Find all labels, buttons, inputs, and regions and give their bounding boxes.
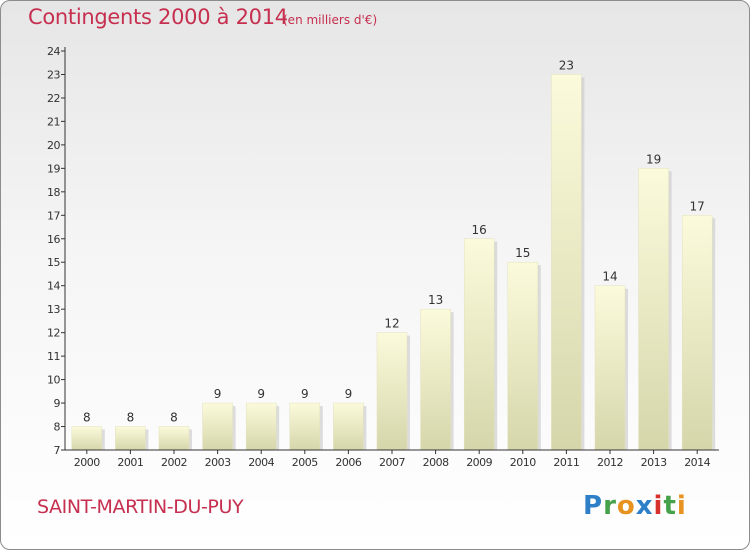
logo-letter: r	[603, 491, 617, 521]
x-tick-label: 2014	[684, 456, 710, 469]
x-tick-label: 2001	[117, 456, 143, 469]
bar-value-label: 8	[83, 411, 91, 425]
bar	[289, 402, 321, 451]
x-tick-label: 2008	[423, 456, 449, 469]
y-tick-label: 9	[54, 397, 61, 410]
y-tick-label: 17	[47, 209, 60, 222]
y-tick-label: 18	[47, 186, 60, 199]
x-tick-label: 2009	[466, 456, 492, 469]
bar-value-label: 9	[257, 387, 265, 401]
x-tick-label: 2002	[161, 456, 187, 469]
y-axis: 7 8 9 10 11 12 13 14 15 16 17 18 19 20 21 22 23 24	[47, 45, 66, 457]
y-tick-label: 20	[47, 139, 60, 152]
y-tick-label: 16	[47, 233, 60, 246]
bar	[71, 426, 103, 451]
bar	[594, 285, 626, 451]
x-tick-label: 2007	[379, 456, 405, 469]
bar-value-label: 8	[170, 411, 178, 425]
x-tick-label: 2011	[553, 456, 579, 469]
y-tick-label: 11	[47, 350, 60, 363]
x-tick-label: 2012	[597, 456, 623, 469]
bar-value-label: 23	[559, 58, 574, 72]
y-tick-label: 15	[47, 256, 60, 269]
bar-value-label: 12	[384, 317, 399, 331]
logo-letter: o	[616, 491, 636, 521]
x-tick-label: 2010	[510, 456, 536, 469]
bar	[158, 426, 190, 451]
x-tick-label: 2000	[74, 456, 100, 469]
bar	[245, 402, 277, 451]
bar-value-label: 16	[472, 223, 487, 237]
bar	[420, 308, 451, 451]
bar-value-label: 15	[515, 246, 530, 260]
bar-value-label: 17	[690, 199, 705, 213]
x-tick-label: 2005	[292, 456, 318, 469]
y-tick-label: 7	[54, 444, 61, 457]
y-tick-label: 21	[47, 115, 60, 128]
bar	[115, 426, 146, 451]
bar-value-label: 9	[214, 387, 222, 401]
bar	[463, 238, 495, 451]
bar-value-label: 13	[428, 293, 443, 307]
y-tick-label: 13	[47, 303, 60, 316]
bar	[333, 402, 364, 451]
logo-letter: i	[653, 491, 664, 521]
logo-letter: P	[583, 491, 604, 521]
x-axis: 2000 2001 2002 2003 2004 2005 2006 2007 2008 2009…	[65, 449, 719, 469]
chart-subtitle: (en milliers d'€)	[283, 13, 378, 27]
y-tick-label: 24	[47, 45, 60, 58]
x-tick-label: 2006	[335, 456, 361, 469]
y-tick-label: 12	[47, 327, 60, 340]
bar-value-label: 9	[345, 387, 353, 401]
bar-value-label: 9	[301, 387, 309, 401]
place-name: SAINT-MARTIN-DU-PUY	[37, 496, 244, 518]
y-tick-label: 23	[47, 68, 60, 81]
bar	[638, 168, 669, 451]
logo-letter: i	[676, 491, 687, 521]
bar-value-label: 19	[646, 152, 661, 166]
bar	[376, 332, 408, 451]
bar-value-label: 14	[602, 270, 617, 284]
x-tick-label: 2013	[641, 456, 667, 469]
proxiti-logo[interactable]: Proxiti	[583, 491, 687, 521]
y-tick-label: 22	[47, 92, 60, 105]
logo-letter: x	[635, 491, 654, 521]
bar	[681, 215, 713, 451]
bars-group: 8 8 8 9 9 9 9 12 13 16 15 23 14 19 17	[71, 58, 716, 451]
y-tick-label: 19	[47, 162, 60, 175]
chart-title: Contingents 2000 à 2014	[28, 5, 288, 29]
y-tick-label: 8	[54, 421, 61, 434]
y-tick-label: 10	[47, 374, 60, 387]
logo-letter: t	[663, 491, 677, 521]
y-tick-label: 14	[47, 280, 60, 293]
bar	[507, 261, 539, 451]
x-tick-label: 2003	[205, 456, 231, 469]
bar	[202, 402, 233, 451]
bar-value-label: 8	[127, 411, 135, 425]
x-tick-label: 2004	[248, 456, 274, 469]
bar	[551, 74, 582, 451]
